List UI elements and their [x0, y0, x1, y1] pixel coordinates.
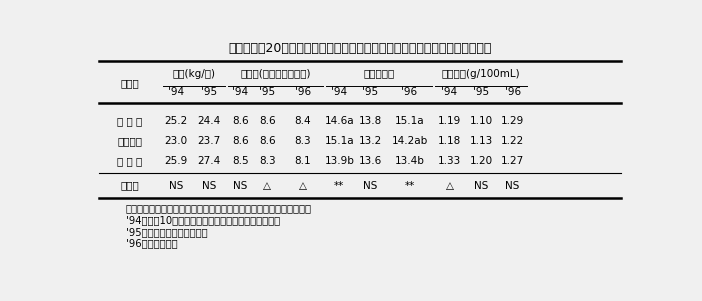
Text: △: △ [298, 181, 307, 191]
Text: マ ル チ: マ ル チ [117, 116, 143, 126]
Text: '94年度は10月からのマルチ処理で過乾燥となった。: '94年度は10月からのマルチ処理で過乾燥となった。 [126, 216, 280, 225]
Text: 無マルチ: 無マルチ [117, 136, 143, 146]
Text: 8.6: 8.6 [232, 136, 249, 146]
Text: 1.33: 1.33 [438, 156, 461, 166]
Text: 13.9b: 13.9b [324, 156, 355, 166]
Text: 23.0: 23.0 [164, 136, 187, 146]
Text: 13.4b: 13.4b [395, 156, 425, 166]
Text: 8.1: 8.1 [294, 156, 311, 166]
Text: 1.20: 1.20 [470, 156, 493, 166]
Text: 収量(kg/本): 収量(kg/本) [172, 69, 216, 79]
Text: 処　理: 処 理 [121, 78, 139, 88]
Text: NS: NS [474, 181, 489, 191]
Text: 8.3: 8.3 [259, 156, 276, 166]
Text: △: △ [263, 181, 271, 191]
Text: '94: '94 [442, 87, 458, 97]
Text: 8.3: 8.3 [294, 136, 311, 146]
Text: 糖　（％）: 糖 （％） [363, 69, 395, 79]
Text: '94: '94 [232, 87, 248, 97]
Text: 8.5: 8.5 [232, 156, 249, 166]
Text: 14.6a: 14.6a [324, 116, 355, 126]
Text: **: ** [334, 181, 345, 191]
Text: 13.6: 13.6 [359, 156, 382, 166]
Text: '95: '95 [473, 87, 489, 97]
Text: 表２　南柑20号に対するマルチ及び園内作業道造成の効果（愛媛県吉田町）: 表２ 南柑20号に対するマルチ及び園内作業道造成の効果（愛媛県吉田町） [228, 42, 491, 55]
Text: NS: NS [233, 181, 247, 191]
Text: '95: '95 [201, 87, 217, 97]
Text: NS: NS [363, 181, 377, 191]
Text: 1.13: 1.13 [470, 136, 493, 146]
Text: 25.2: 25.2 [164, 116, 187, 126]
Text: NS: NS [169, 181, 183, 191]
Text: NS: NS [201, 181, 216, 191]
Text: 1.27: 1.27 [501, 156, 524, 166]
Text: NS: NS [505, 181, 520, 191]
Text: 24.4: 24.4 [197, 116, 220, 126]
Text: 8.4: 8.4 [294, 116, 311, 126]
Text: △: △ [446, 181, 453, 191]
Text: 1.19: 1.19 [438, 116, 461, 126]
Text: '95年度は干ばつにより灌水: '95年度は干ばつにより灌水 [126, 227, 208, 237]
Text: 25.9: 25.9 [164, 156, 187, 166]
Text: 1.29: 1.29 [501, 116, 524, 126]
Text: 1.22: 1.22 [501, 136, 524, 146]
Text: 13.8: 13.8 [359, 116, 382, 126]
Text: 15.1a: 15.1a [395, 116, 425, 126]
Text: 8.6: 8.6 [259, 116, 276, 126]
Text: 1.18: 1.18 [438, 136, 461, 146]
Text: 15.1a: 15.1a [324, 136, 355, 146]
Text: '95: '95 [259, 87, 275, 97]
Text: 27.4: 27.4 [197, 156, 220, 166]
Text: クエン酸(g/100mL): クエン酸(g/100mL) [442, 69, 520, 79]
Text: 23.7: 23.7 [197, 136, 220, 146]
Text: '94: '94 [168, 87, 184, 97]
Text: **: ** [404, 181, 415, 191]
Text: マルチ及び無マルチ区は簡易舋装による園内作業道を造成している。: マルチ及び無マルチ区は簡易舋装による園内作業道を造成している。 [126, 203, 312, 213]
Text: 1.10: 1.10 [470, 116, 493, 126]
Text: '95: '95 [362, 87, 378, 97]
Text: 果皮色(カラーチャート): 果皮色(カラーチャート) [240, 69, 311, 79]
Text: '96: '96 [295, 87, 311, 97]
Text: 有意性: 有意性 [121, 181, 139, 191]
Text: '96年度は無灌水: '96年度は無灌水 [126, 239, 178, 249]
Text: 14.2ab: 14.2ab [392, 136, 428, 146]
Text: 8.6: 8.6 [232, 116, 249, 126]
Text: '96: '96 [402, 87, 418, 97]
Text: '94: '94 [331, 87, 347, 97]
Text: 8.6: 8.6 [259, 136, 276, 146]
Text: '96: '96 [505, 87, 521, 97]
Text: 13.2: 13.2 [359, 136, 382, 146]
Text: 未 造 成: 未 造 成 [117, 156, 143, 166]
